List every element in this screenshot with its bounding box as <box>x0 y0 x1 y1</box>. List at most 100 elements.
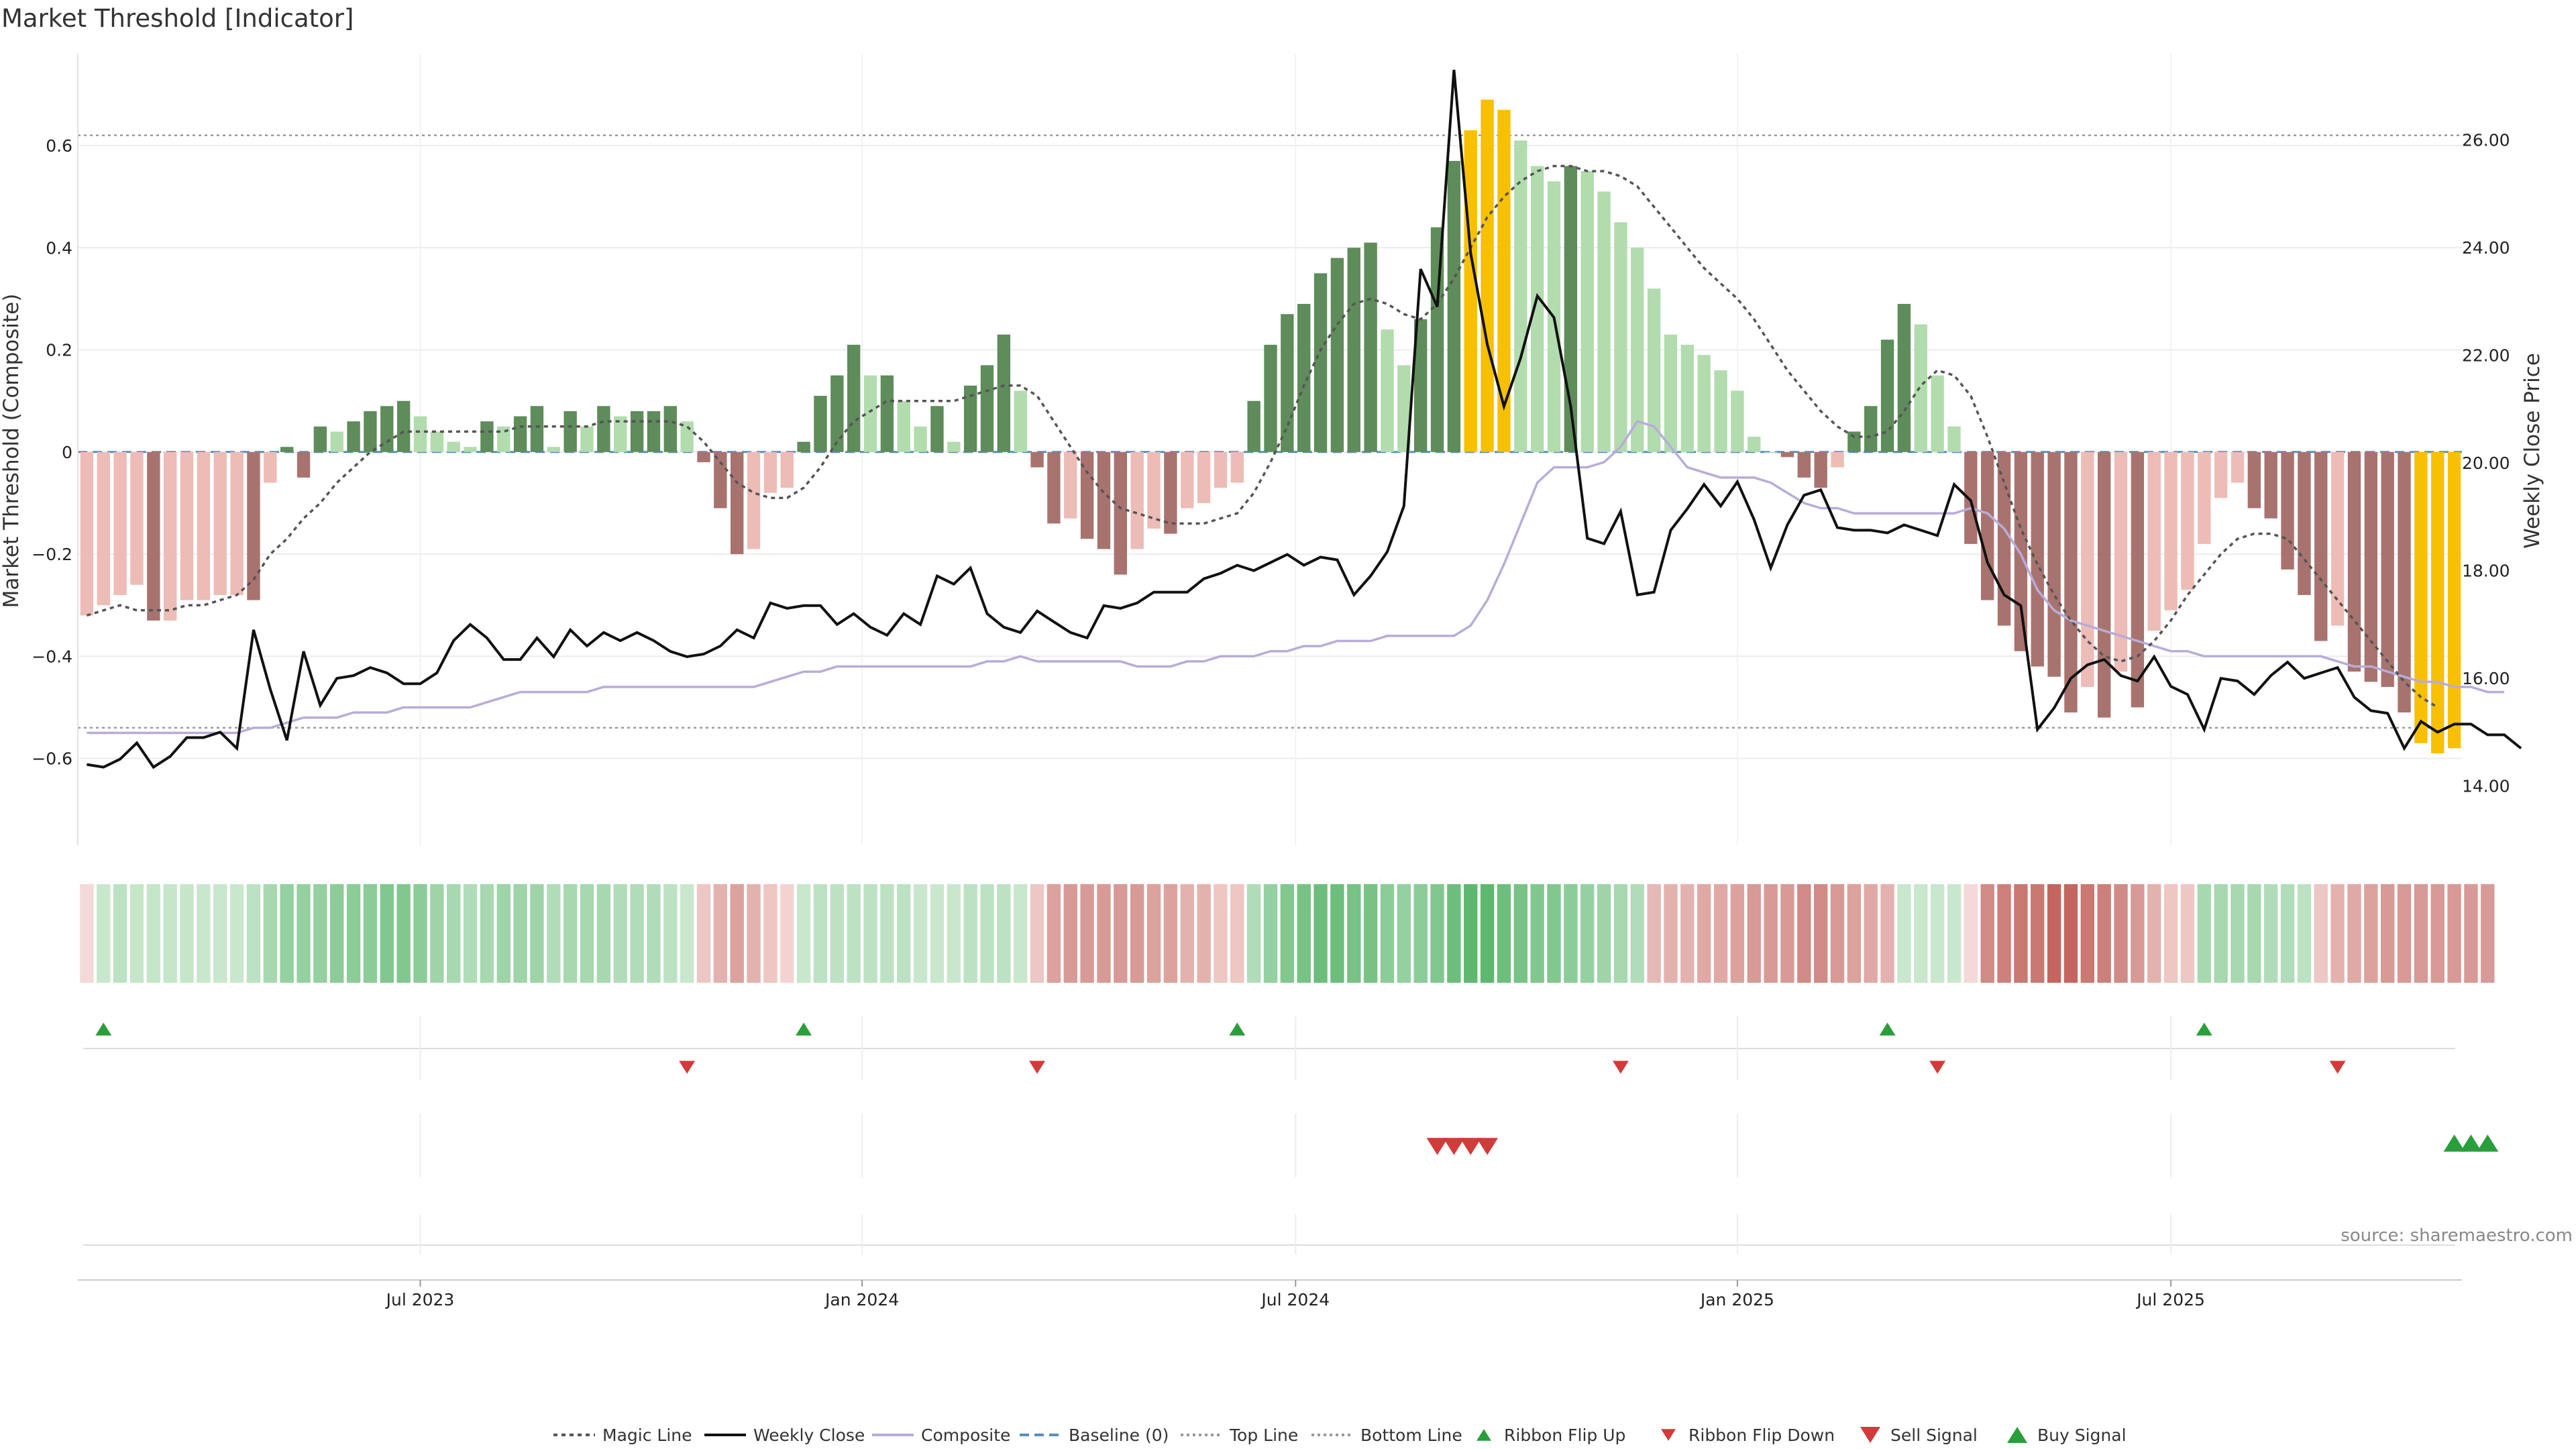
composite-bar <box>2347 451 2361 672</box>
composite-bar <box>1914 324 1927 452</box>
ribbon-cell <box>763 884 777 983</box>
ribbon-cell <box>113 884 127 983</box>
ribbon-cell <box>2280 884 2295 983</box>
composite-bar <box>2198 451 2211 544</box>
signal-panels <box>83 1016 2499 1254</box>
ribbon-cell <box>1097 884 1111 983</box>
series-lines <box>86 69 2522 769</box>
composite-bar <box>297 451 311 478</box>
legend-magic-line-label: Magic Line <box>602 1426 692 1445</box>
ribbon-cell <box>630 884 644 983</box>
composite-bar <box>364 411 377 452</box>
composite-bar <box>830 375 844 452</box>
ribbon-cell <box>2314 884 2328 983</box>
composite-bar <box>2214 451 2228 498</box>
ribbon-cell <box>2447 884 2461 983</box>
y2-tick-label: 16.00 <box>2462 669 2510 688</box>
composite-bar <box>1297 304 1311 452</box>
ribbon-cell <box>413 884 427 983</box>
ribbon-cell <box>1114 884 1128 983</box>
ribbon-cell <box>2464 884 2478 983</box>
ribbon-cell <box>1780 884 1794 983</box>
ribbon-cell <box>880 884 894 983</box>
ribbon-cell <box>2180 884 2195 983</box>
y2-axis-label: Weekly Close Price <box>2520 353 2544 549</box>
ribbon-cell <box>1330 884 1344 983</box>
composite-bar <box>797 441 810 452</box>
ribbon-cell <box>1347 884 1361 983</box>
composite-bar <box>1230 451 1244 483</box>
ribbon-cell <box>813 884 828 983</box>
composite-bar <box>1597 191 1611 452</box>
chart-title: Market Threshold [Indicator] <box>1 4 354 33</box>
composite-bar <box>1530 166 1544 452</box>
composite-bar <box>1697 355 1711 452</box>
ribbon-cell <box>2263 884 2278 983</box>
composite-bar <box>1631 248 1644 452</box>
x-tick-label: Jul 2025 <box>2135 1290 2205 1309</box>
ribbon-cell <box>780 884 794 983</box>
ribbon-cell <box>246 884 261 983</box>
ribbon-cell <box>1797 884 1811 983</box>
legend-buy-signal-label: Buy Signal <box>2037 1426 2127 1445</box>
ribbon-cell <box>930 884 945 983</box>
ribbon-cell <box>1464 884 1478 983</box>
composite-bar <box>2031 451 2044 667</box>
legend-composite-label: Composite <box>921 1426 1010 1445</box>
composite-bar <box>247 451 260 600</box>
y-tick-label: 0 <box>62 443 72 462</box>
sell-signal-marker <box>1426 1138 1448 1155</box>
ribbon-flip-up-marker <box>1879 1022 1896 1036</box>
x-axis: Jul 2023 Jan 2024 Jul 2024 Jan 2025 Jul 2025 <box>78 1279 2462 1309</box>
composite-bar <box>130 451 144 585</box>
sell-signal-marker <box>1460 1138 1482 1155</box>
ribbon-flip-up-marker <box>2196 1022 2212 1036</box>
ribbon-cell <box>1980 884 1994 983</box>
composite-bar <box>547 447 561 452</box>
ribbon-cell <box>1230 884 1244 983</box>
composite-bar <box>1481 99 1494 452</box>
ribbon-cell <box>913 884 928 983</box>
composite-bar <box>847 344 861 452</box>
composite-bar <box>2447 451 2461 749</box>
ribbon-cell <box>97 884 111 983</box>
ribbon-cell <box>163 884 177 983</box>
ribbon-cell <box>963 884 977 983</box>
ribbon-cell <box>1880 884 1894 983</box>
ribbon-cell <box>613 884 627 983</box>
ribbon-cell <box>213 884 227 983</box>
y-axis-ticks: 0.6 0.4 0.2 0 −0.2 −0.4 −0.6 <box>32 54 78 845</box>
ribbon-cell <box>513 884 527 983</box>
composite-bar <box>1714 370 1727 452</box>
ribbon-cell <box>1313 884 1328 983</box>
legend: Magic Line Weekly Close Composite Baseline … <box>553 1426 2127 1445</box>
composite-bar <box>2431 451 2445 753</box>
ribbon-cell <box>2380 884 2395 983</box>
ribbon-cell <box>1764 884 1778 983</box>
legend-weekly-close-label: Weekly Close <box>753 1426 865 1445</box>
ribbon-cell <box>129 884 144 983</box>
ribbon-cell <box>363 884 378 983</box>
composite-bar <box>997 334 1011 452</box>
composite-bar <box>1564 166 1578 452</box>
ribbon-cell <box>330 884 344 983</box>
ribbon-cell <box>197 884 211 983</box>
x-tick-label: Jul 2024 <box>1260 1290 1330 1309</box>
ribbon-cell <box>1813 884 1828 983</box>
composite-bar <box>580 426 594 452</box>
composite-bar <box>1614 222 1627 452</box>
ribbon-cell <box>2481 884 2495 983</box>
composite-bar <box>197 451 211 600</box>
ribbon-flip-down-marker <box>679 1061 696 1074</box>
composite-bar <box>1147 451 1161 529</box>
ribbon-cell <box>1497 884 1511 983</box>
composite-bar <box>497 426 511 452</box>
composite-bar <box>1080 451 1094 539</box>
composite-bar <box>1264 344 1277 452</box>
ribbon-cell <box>480 884 494 983</box>
ribbon-cell <box>1997 884 2011 983</box>
ribbon-cell <box>263 884 278 983</box>
y-tick-label: −0.2 <box>32 545 72 564</box>
composite-bar <box>2298 451 2311 595</box>
ribbon-cell <box>2131 884 2145 983</box>
